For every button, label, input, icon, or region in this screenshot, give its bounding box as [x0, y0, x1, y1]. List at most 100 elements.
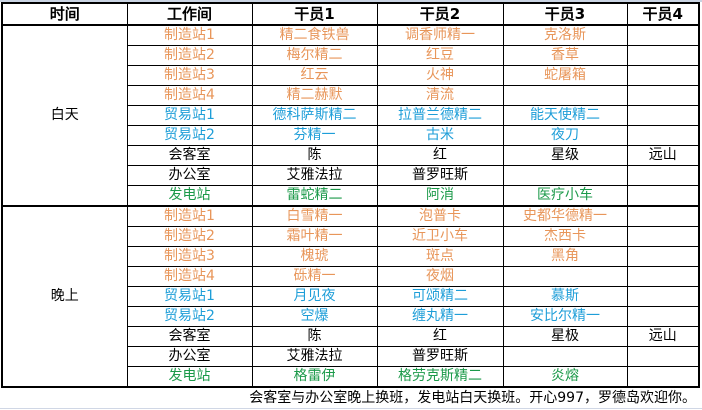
table-row: 发电站 格雷伊 格劳克斯精二 炎熔 [2, 366, 700, 388]
operator-cell-4[interactable] [626, 24, 700, 46]
room-cell[interactable]: 会客室 [126, 326, 253, 347]
operator-cell-1[interactable]: 槐琥 [251, 246, 378, 267]
operator-cell-1[interactable]: 白雪精一 [251, 205, 378, 227]
operator-cell-4[interactable] [626, 266, 700, 287]
operator-cell-2[interactable]: 夜烟 [376, 266, 504, 287]
operator-cell-4[interactable] [626, 226, 700, 247]
operator-cell-4[interactable] [626, 286, 700, 307]
operator-cell-2[interactable]: 火神 [376, 65, 504, 86]
room-cell[interactable]: 制造站2 [126, 45, 253, 66]
room-cell[interactable]: 贸易站2 [126, 306, 253, 327]
header-op4: 干员4 [626, 2, 700, 26]
operator-cell-2[interactable]: 红 [376, 326, 504, 347]
room-cell[interactable]: 发电站 [126, 366, 253, 388]
room-cell[interactable]: 办公室 [126, 165, 253, 186]
table-row: 贸易站1 德科萨斯精二 拉普兰德精二 能天使精二 [2, 105, 700, 126]
operator-cell-3[interactable]: 星级 [502, 145, 628, 166]
operator-cell-2[interactable]: 古米 [376, 125, 504, 146]
room-cell[interactable]: 制造站2 [126, 226, 253, 247]
table-row: 贸易站1 月见夜 可颂精二 慕斯 [2, 286, 700, 307]
operator-cell-1[interactable]: 陈 [251, 145, 378, 166]
operator-cell-3[interactable]: 能天使精二 [502, 105, 628, 126]
operator-cell-4[interactable] [626, 366, 700, 388]
room-cell[interactable]: 制造站4 [126, 266, 253, 287]
operator-cell-1[interactable]: 精二赫默 [251, 85, 378, 106]
operator-cell-3[interactable] [502, 266, 628, 287]
operator-cell-1[interactable]: 芬精一 [251, 125, 378, 146]
operator-cell-3[interactable]: 慕斯 [502, 286, 628, 307]
operator-cell-1[interactable]: 艾雅法拉 [251, 165, 378, 186]
operator-cell-3[interactable]: 克洛斯 [502, 24, 628, 46]
operator-cell-4[interactable]: 远山 [626, 326, 700, 347]
operator-cell-3[interactable] [502, 85, 628, 106]
operator-cell-3[interactable]: 香草 [502, 45, 628, 66]
operator-cell-1[interactable]: 砾精一 [251, 266, 378, 287]
table-row: 发电站 雷蛇精二 阿消 医疗小车 [2, 185, 700, 207]
operator-cell-2[interactable]: 格劳克斯精二 [376, 366, 504, 388]
operator-cell-3[interactable]: 星极 [502, 326, 628, 347]
operator-cell-1[interactable]: 精二食铁兽 [251, 24, 378, 46]
operator-cell-4[interactable] [626, 185, 700, 207]
operator-cell-2[interactable]: 普罗旺斯 [376, 165, 504, 186]
operator-cell-2[interactable]: 泡普卡 [376, 205, 504, 227]
operator-cell-1[interactable]: 梅尔精二 [251, 45, 378, 66]
operator-cell-4[interactable] [626, 346, 700, 367]
operator-cell-4[interactable] [626, 306, 700, 327]
operator-cell-2[interactable]: 拉普兰德精二 [376, 105, 504, 126]
operator-cell-4[interactable] [626, 205, 700, 227]
time-cell[interactable]: 晚上 [1, 205, 128, 388]
operator-cell-3[interactable] [502, 346, 628, 367]
operator-cell-3[interactable]: 炎熔 [502, 366, 628, 388]
operator-cell-3[interactable] [502, 165, 628, 186]
room-cell[interactable]: 制造站3 [126, 246, 253, 267]
operator-cell-4[interactable] [626, 125, 700, 146]
room-cell[interactable]: 制造站1 [126, 24, 253, 46]
room-cell[interactable]: 发电站 [126, 185, 253, 207]
operator-cell-3[interactable]: 夜刀 [502, 125, 628, 146]
operator-cell-2[interactable]: 红 [376, 145, 504, 166]
operator-cell-3[interactable]: 安比尔精一 [502, 306, 628, 327]
operator-cell-2[interactable]: 近卫小车 [376, 226, 504, 247]
operator-cell-3[interactable]: 黑角 [502, 246, 628, 267]
room-cell[interactable]: 贸易站1 [126, 286, 253, 307]
operator-cell-1[interactable]: 德科萨斯精二 [251, 105, 378, 126]
room-cell[interactable]: 会客室 [126, 145, 253, 166]
operator-cell-3[interactable]: 史都华德精一 [502, 205, 628, 227]
operator-cell-4[interactable] [626, 165, 700, 186]
header-time: 时间 [1, 2, 128, 26]
operator-cell-1[interactable]: 霜叶精一 [251, 226, 378, 247]
operator-cell-2[interactable]: 阿消 [376, 185, 504, 207]
operator-cell-1[interactable]: 格雷伊 [251, 366, 378, 388]
operator-cell-1[interactable]: 红云 [251, 65, 378, 86]
operator-cell-2[interactable]: 可颂精二 [376, 286, 504, 307]
operator-cell-4[interactable] [626, 45, 700, 66]
table-row: 办公室 艾雅法拉 普罗旺斯 [2, 346, 700, 367]
operator-cell-4[interactable] [626, 85, 700, 106]
operator-cell-3[interactable]: 蛇屠箱 [502, 65, 628, 86]
room-cell[interactable]: 制造站1 [126, 205, 253, 227]
room-cell[interactable]: 贸易站1 [126, 105, 253, 126]
operator-cell-2[interactable]: 缠丸精一 [376, 306, 504, 327]
operator-cell-2[interactable]: 清流 [376, 85, 504, 106]
operator-cell-3[interactable]: 医疗小车 [502, 185, 628, 207]
operator-cell-4[interactable] [626, 105, 700, 126]
room-cell[interactable]: 贸易站2 [126, 125, 253, 146]
operator-cell-2[interactable]: 普罗旺斯 [376, 346, 504, 367]
operator-cell-1[interactable]: 空爆 [251, 306, 378, 327]
operator-cell-1[interactable]: 月见夜 [251, 286, 378, 307]
operator-cell-2[interactable]: 斑点 [376, 246, 504, 267]
operator-cell-2[interactable]: 调香师精一 [376, 24, 504, 46]
operator-cell-4[interactable] [626, 246, 700, 267]
operator-cell-1[interactable]: 雷蛇精二 [251, 185, 378, 207]
table-row: 会客室陈红星极 远山 [2, 326, 700, 347]
operator-cell-1[interactable]: 陈 [251, 326, 378, 347]
operator-cell-3[interactable]: 杰西卡 [502, 226, 628, 247]
room-cell[interactable]: 制造站3 [126, 65, 253, 86]
room-cell[interactable]: 制造站4 [126, 85, 253, 106]
operator-cell-4[interactable]: 远山 [626, 145, 700, 166]
room-cell[interactable]: 办公室 [126, 346, 253, 367]
operator-cell-2[interactable]: 红豆 [376, 45, 504, 66]
operator-cell-4[interactable] [626, 65, 700, 86]
operator-cell-1[interactable]: 艾雅法拉 [251, 346, 378, 367]
time-cell[interactable]: 白天 [1, 24, 128, 207]
